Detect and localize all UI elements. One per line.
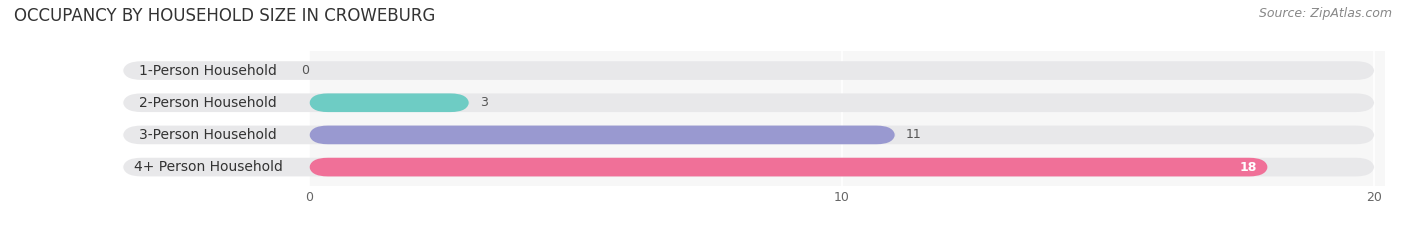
FancyBboxPatch shape (122, 61, 1374, 80)
Text: 4+ Person Household: 4+ Person Household (134, 160, 283, 174)
FancyBboxPatch shape (309, 93, 470, 112)
Text: 3-Person Household: 3-Person Household (139, 128, 277, 142)
FancyBboxPatch shape (309, 158, 1268, 176)
Text: Source: ZipAtlas.com: Source: ZipAtlas.com (1258, 7, 1392, 20)
FancyBboxPatch shape (122, 158, 1374, 176)
Text: 18: 18 (1240, 161, 1257, 174)
FancyBboxPatch shape (122, 93, 1374, 112)
Text: 11: 11 (905, 128, 921, 141)
Text: 1-Person Household: 1-Person Household (139, 64, 277, 78)
Text: 2-Person Household: 2-Person Household (139, 96, 277, 110)
FancyBboxPatch shape (122, 126, 294, 144)
Text: 3: 3 (479, 96, 488, 109)
FancyBboxPatch shape (122, 93, 294, 112)
FancyBboxPatch shape (309, 126, 896, 144)
FancyBboxPatch shape (122, 126, 1374, 144)
Text: OCCUPANCY BY HOUSEHOLD SIZE IN CROWEBURG: OCCUPANCY BY HOUSEHOLD SIZE IN CROWEBURG (14, 7, 436, 25)
FancyBboxPatch shape (122, 158, 294, 176)
FancyBboxPatch shape (122, 61, 294, 80)
Text: 0: 0 (301, 64, 309, 77)
